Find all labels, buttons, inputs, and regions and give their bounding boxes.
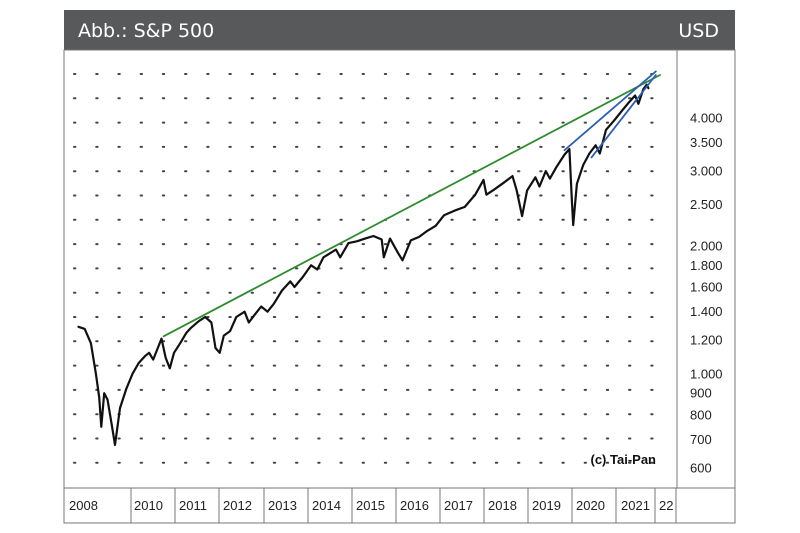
x-tick-label: 2016 [400, 498, 429, 513]
sp500-price-line [77, 83, 650, 446]
y-tick-label: 1.800 [690, 258, 723, 273]
y-tick-label: 1.000 [690, 366, 723, 381]
y-tick-label: 3.500 [690, 135, 723, 150]
x-tick-label: 2020 [576, 498, 605, 513]
x-tick-label: 2010 [134, 498, 163, 513]
plot-frame [63, 49, 736, 524]
y-tick-label: 700 [690, 432, 712, 447]
x-tick-label: 2008 [69, 498, 98, 513]
lower-channel-line [590, 74, 657, 159]
x-tick-label: 2015 [356, 498, 385, 513]
y-tick-label: 1.600 [690, 280, 723, 295]
y-tick-label: 1.200 [690, 333, 723, 348]
x-tick-label: 2019 [532, 498, 561, 513]
credit-label: (c) Tai-Pan [591, 452, 657, 467]
y-tick-label: 900 [690, 386, 712, 401]
currency-label: USD [678, 20, 719, 42]
chart-header-bar [64, 10, 735, 50]
x-tick-label: 22 [659, 498, 673, 513]
x-tick-label: 2012 [223, 498, 252, 513]
y-axis: 4.000 3.500 3.000 2.500 2.000 1.800 1.600 1.400… [690, 111, 723, 476]
y-tick-label: 1.400 [690, 304, 723, 319]
series-group [77, 70, 661, 446]
x-tick-label: 2017 [444, 498, 473, 513]
x-tick-label: 2011 [179, 498, 207, 513]
x-tick-label: 2021 [621, 498, 650, 513]
y-tick-label: 2.500 [690, 197, 723, 212]
x-tick-label: 2014 [312, 498, 341, 513]
y-tick-label: 2.000 [690, 238, 723, 253]
x-tick-label: 2018 [488, 498, 517, 513]
x-axis: 2008 2010 2011 2012 2013 2014 2015 2016 2017 2018… [69, 488, 677, 523]
y-tick-label: 4.000 [690, 111, 723, 126]
upper-channel-line [563, 70, 657, 152]
long-term-trendline [162, 74, 661, 338]
y-tick-label: 3.000 [690, 164, 723, 179]
x-tick-label: 2013 [268, 498, 297, 513]
chart-title: Abb.: S&P 500 [78, 20, 214, 42]
y-tick-label: 600 [690, 461, 712, 476]
y-tick-label: 800 [690, 407, 712, 422]
